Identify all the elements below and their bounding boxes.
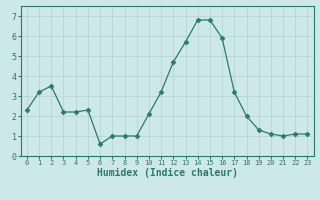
X-axis label: Humidex (Indice chaleur): Humidex (Indice chaleur) — [97, 168, 238, 178]
